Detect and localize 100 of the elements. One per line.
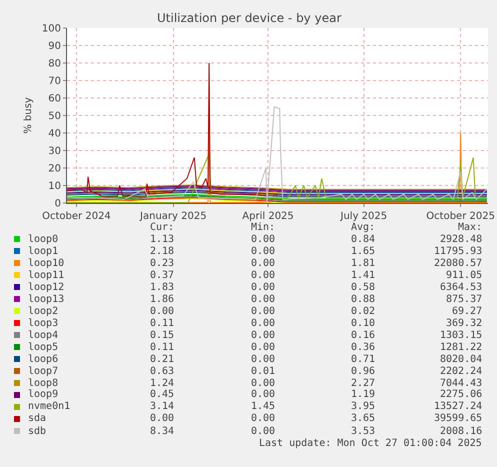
text: 1.86 — [150, 294, 174, 305]
y-tick-label: 10 — [48, 181, 61, 192]
text: 0.37 — [150, 270, 174, 281]
legend-label: loop2 — [28, 306, 58, 317]
text: 0.00 — [150, 413, 174, 424]
legend-label: loop9 — [28, 389, 58, 400]
y-tick-label: 70 — [48, 76, 61, 87]
y-tick-label: 50 — [48, 111, 61, 122]
text: 39599.65 — [434, 413, 482, 424]
line-series — [67, 62, 268, 196]
text: 0.00 — [251, 246, 276, 257]
text: 22080.57 — [434, 258, 482, 269]
text: 0.02 — [351, 306, 376, 317]
text: 0.00 — [251, 258, 276, 269]
text: 1.65 — [351, 246, 376, 257]
text: 875.37 — [446, 294, 482, 305]
text: 0.15 — [150, 330, 174, 341]
text: 8.34 — [150, 426, 174, 437]
text: 7044.43 — [440, 378, 482, 389]
legend-label: loop11 — [28, 270, 64, 281]
y-tick-label: 100 — [42, 24, 61, 34]
text: 0.01 — [251, 366, 276, 377]
text: 0.58 — [351, 282, 376, 293]
legend-label: loop4 — [28, 330, 58, 341]
text: 0.88 — [351, 294, 376, 305]
text: 0.00 — [251, 318, 276, 329]
x-tick-label: January 2025 — [139, 211, 207, 222]
text: 0.23 — [150, 258, 174, 269]
text: 0.00 — [251, 294, 276, 305]
text: 3.53 — [351, 426, 376, 437]
text: 0.16 — [351, 330, 376, 341]
legend-label: sdb — [28, 426, 46, 437]
text: 0.00 — [251, 330, 276, 341]
text: 1.13 — [150, 234, 174, 245]
y-tick-label: 60 — [48, 94, 61, 104]
y-axis-title: % busy — [22, 97, 34, 134]
text: Last update: Mon Oct 27 01:00:04 2025 — [259, 438, 482, 449]
text: 3.95 — [351, 401, 376, 412]
text: 0.00 — [251, 270, 276, 281]
x-tick-label: October 2024 — [42, 211, 111, 222]
text: 2008.16 — [440, 426, 482, 437]
text: 69.27 — [452, 306, 482, 317]
x-tick-label: July 2025 — [339, 211, 388, 222]
text: 1.83 — [150, 282, 174, 293]
y-tick-label: 40 — [48, 128, 61, 140]
text: 1.19 — [351, 389, 376, 400]
text: 3.14 — [150, 401, 174, 412]
text: 0.11 — [150, 318, 174, 329]
text: 0.11 — [150, 342, 174, 353]
legend-label: loop13 — [28, 294, 64, 305]
legend-label: sda — [28, 413, 46, 424]
text: 0.00 — [251, 354, 276, 365]
text: 2.18 — [150, 246, 174, 257]
text: Cur: — [150, 222, 174, 233]
text: 1.24 — [150, 378, 174, 389]
legend-label: loop5 — [28, 342, 58, 353]
legend-label: loop12 — [28, 282, 64, 293]
x-tick-label: October 2025 — [426, 211, 495, 222]
y-tick-label: 20 — [48, 164, 61, 174]
legend-label: loop6 — [28, 354, 58, 365]
legend-label: loop1 — [28, 246, 58, 257]
text: 369.32 — [446, 318, 482, 329]
y-tick-label: 30 — [48, 146, 61, 157]
x-tick-label: April 2025 — [242, 211, 294, 222]
text: 0.45 — [150, 389, 174, 400]
text: 0.00 — [251, 306, 276, 317]
text: Avg: — [351, 222, 376, 233]
text: 1303.15 — [440, 330, 482, 341]
text: 0.21 — [150, 354, 174, 365]
text: 0.00 — [251, 378, 276, 389]
text: 0.10 — [351, 318, 376, 329]
legend-label: loop3 — [28, 318, 58, 329]
legend-label: loop8 — [28, 378, 58, 389]
y-tick-label: 0 — [54, 198, 61, 210]
text: 911.05 — [446, 270, 482, 281]
text: 1.81 — [351, 258, 376, 269]
legend-label: nvme0n1 — [28, 401, 70, 412]
text: 1.41 — [351, 270, 376, 281]
text: 1281.22 — [440, 342, 482, 353]
text: 2275.06 — [440, 389, 482, 400]
y-tick-label: 90 — [48, 41, 61, 52]
text: 6364.53 — [440, 282, 482, 293]
text: 0.00 — [251, 413, 276, 424]
legend-label: loop10 — [28, 258, 64, 269]
text: 8020.04 — [440, 354, 482, 365]
text: 0.00 — [251, 426, 276, 437]
y-tick-label: 80 — [48, 58, 61, 70]
chart-title: Utilization per device - by year — [157, 11, 342, 25]
text: 0.00 — [150, 306, 174, 317]
text: 0.00 — [251, 389, 276, 400]
text: 2928.48 — [440, 234, 482, 245]
text: 0.63 — [150, 366, 174, 377]
text: 0.00 — [251, 342, 276, 353]
text: 0.84 — [351, 234, 376, 245]
text: 0.96 — [351, 366, 376, 377]
text: 3.65 — [351, 413, 376, 424]
text: 0.00 — [251, 282, 276, 293]
legend-label: loop7 — [28, 366, 58, 377]
text: 11795.93 — [434, 246, 482, 257]
legend-label: loop0 — [28, 234, 58, 245]
